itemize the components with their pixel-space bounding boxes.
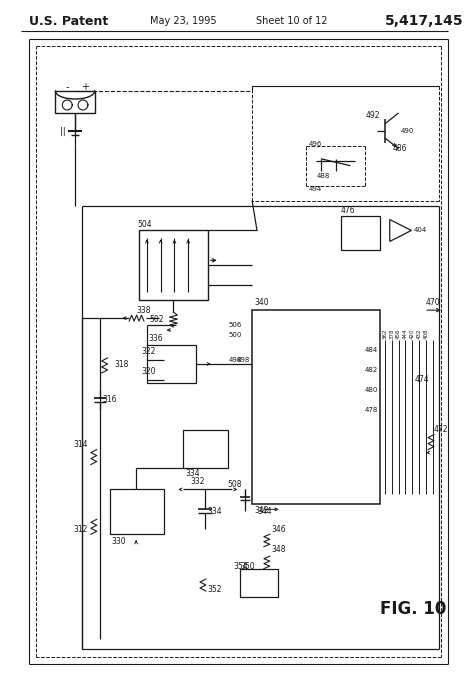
Text: 432: 432 (417, 329, 422, 340)
Text: 344: 344 (257, 507, 272, 516)
Text: 352: 352 (208, 585, 222, 594)
Text: 342: 342 (254, 506, 269, 515)
Text: 504: 504 (137, 220, 152, 229)
Text: 474: 474 (414, 375, 429, 384)
Text: 316: 316 (103, 395, 117, 404)
Text: ||: || (60, 127, 65, 136)
Text: 350: 350 (240, 562, 255, 571)
Text: -: - (65, 82, 69, 92)
Text: 332: 332 (191, 477, 205, 486)
Text: 498: 498 (229, 357, 242, 363)
Text: 354: 354 (233, 562, 247, 571)
Text: 472: 472 (434, 425, 448, 434)
Bar (109, 489, 164, 535)
Text: 476: 476 (341, 206, 355, 215)
Text: 312: 312 (73, 525, 88, 534)
Bar (139, 230, 208, 300)
Text: 314: 314 (73, 440, 88, 449)
Text: 336: 336 (149, 333, 164, 342)
Text: 470: 470 (426, 298, 441, 307)
Text: 486: 486 (392, 144, 407, 153)
Text: 508: 508 (228, 480, 242, 489)
Text: 500: 500 (229, 332, 242, 338)
Text: 340: 340 (254, 298, 269, 307)
Text: 346: 346 (272, 525, 286, 534)
Text: 478: 478 (365, 406, 378, 413)
Text: 362: 362 (383, 329, 387, 340)
Text: 322: 322 (142, 347, 156, 356)
Bar (147, 345, 196, 383)
Text: 480: 480 (365, 387, 378, 393)
Text: 320: 320 (142, 367, 156, 377)
Bar (183, 429, 228, 468)
Text: 444: 444 (403, 329, 408, 340)
Text: FIG. 10: FIG. 10 (380, 600, 447, 618)
Text: May 23, 1995: May 23, 1995 (150, 16, 217, 26)
Text: 506: 506 (229, 322, 242, 328)
Text: 490: 490 (401, 128, 414, 134)
Text: 318: 318 (114, 361, 129, 370)
Text: 378: 378 (389, 329, 394, 340)
Text: U.S. Patent: U.S. Patent (29, 15, 108, 28)
Text: 496: 496 (309, 141, 322, 147)
Text: 408: 408 (424, 329, 428, 340)
Text: 404: 404 (413, 228, 427, 233)
Text: 5,417,145: 5,417,145 (385, 15, 464, 29)
Bar (341, 216, 380, 251)
Text: 348: 348 (272, 545, 286, 554)
Text: 334: 334 (185, 469, 200, 478)
Text: 484: 484 (365, 347, 378, 353)
Text: 498: 498 (237, 357, 250, 363)
Bar (240, 569, 278, 597)
Bar (252, 310, 380, 505)
Text: 330: 330 (111, 537, 126, 546)
Text: 456: 456 (396, 329, 401, 340)
Text: 420: 420 (410, 329, 415, 340)
Text: Sheet 10 of 12: Sheet 10 of 12 (255, 16, 327, 26)
Text: 494: 494 (309, 186, 322, 191)
Text: 334: 334 (208, 507, 222, 516)
Text: 338: 338 (137, 306, 151, 315)
Text: 482: 482 (365, 367, 378, 373)
Text: +: + (81, 82, 89, 92)
Text: 492: 492 (366, 111, 380, 120)
Text: 488: 488 (317, 173, 330, 179)
Bar (55, 91, 95, 113)
Text: 502: 502 (149, 315, 164, 324)
